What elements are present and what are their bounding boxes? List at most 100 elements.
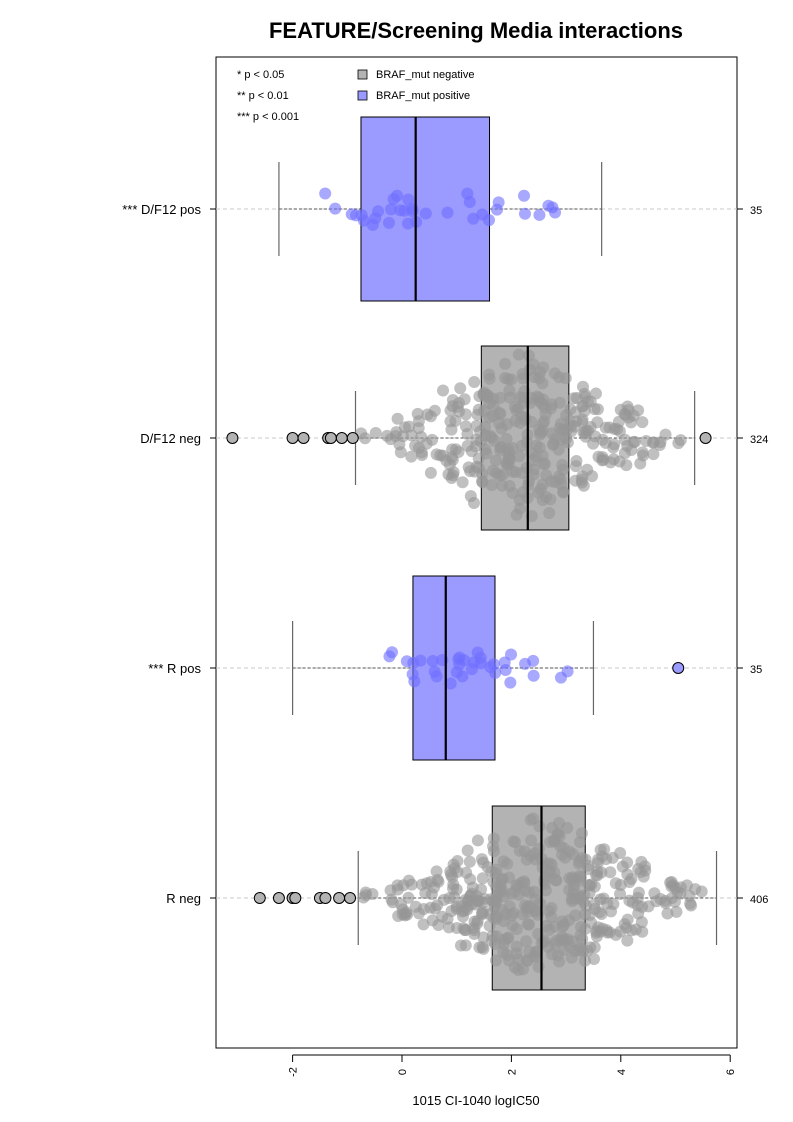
x-tick-label: 6 <box>725 1069 737 1075</box>
data-point <box>471 834 484 847</box>
data-point <box>537 457 550 470</box>
data-point <box>546 821 559 834</box>
data-point <box>386 646 399 659</box>
data-point <box>467 496 480 509</box>
data-point <box>476 476 489 489</box>
data-point <box>382 216 395 229</box>
data-point <box>490 954 503 967</box>
x-axis-label: 1015 CI-1040 logIC50 <box>412 1093 539 1108</box>
data-point <box>450 883 463 896</box>
outlier-point <box>672 662 685 674</box>
axes: *** D/F12 pos 35 D/F12 neg 324 *** R pos 35 R … <box>122 202 768 1077</box>
data-point <box>586 470 599 483</box>
data-point <box>582 863 595 876</box>
data-point <box>532 960 545 973</box>
data-point <box>622 411 635 424</box>
data-point <box>525 834 538 847</box>
data-point <box>493 469 506 482</box>
data-point <box>632 907 645 920</box>
data-point <box>583 886 596 899</box>
data-point <box>520 902 533 915</box>
data-point <box>594 843 607 856</box>
data-point <box>609 877 622 890</box>
significance-legend-entry: * p < 0.05 <box>237 69 284 81</box>
outlier-point <box>346 432 359 444</box>
data-point <box>554 840 567 853</box>
data-point <box>391 189 404 202</box>
group-count: 35 <box>750 664 762 676</box>
outlier-point <box>253 892 266 904</box>
x-tick-label: 0 <box>397 1069 409 1075</box>
data-point <box>444 677 457 690</box>
data-point <box>566 935 579 948</box>
data-point <box>463 196 476 209</box>
data-point <box>502 931 515 944</box>
data-point <box>595 866 608 879</box>
legend-entry: BRAF_mut negative <box>376 69 474 81</box>
data-point <box>460 866 473 879</box>
data-point <box>565 951 578 964</box>
data-point <box>542 199 555 212</box>
data-point <box>518 207 531 220</box>
data-point <box>501 418 514 431</box>
data-point <box>319 187 332 200</box>
data-point <box>599 436 612 449</box>
data-point <box>345 208 358 221</box>
data-point <box>569 406 582 419</box>
outlier-point <box>272 892 285 904</box>
data-point <box>459 939 472 952</box>
data-point <box>478 386 491 399</box>
data-point <box>589 387 602 400</box>
data-point <box>570 415 583 428</box>
data-point <box>537 361 550 374</box>
data-point <box>559 372 572 385</box>
data-point <box>494 441 507 454</box>
data-point <box>372 205 385 218</box>
data-point <box>458 393 471 406</box>
data-point <box>596 451 609 464</box>
data-point <box>415 430 428 443</box>
data-point <box>493 406 506 419</box>
data-point <box>626 896 639 909</box>
grid-lines <box>216 208 737 899</box>
data-point <box>546 948 559 961</box>
data-point <box>508 400 521 413</box>
data-point <box>501 857 514 870</box>
data-point <box>636 925 649 938</box>
data-point <box>506 919 519 932</box>
data-point <box>467 212 480 225</box>
data-point <box>588 941 601 954</box>
x-tick-label: 2 <box>506 1069 518 1075</box>
data-point <box>520 954 533 967</box>
data-point <box>573 836 586 849</box>
data-point <box>533 372 546 385</box>
data-point <box>454 382 467 395</box>
data-point <box>408 675 421 688</box>
data-point <box>664 876 677 889</box>
data-point <box>412 907 425 920</box>
data-point <box>329 202 342 215</box>
data-point <box>504 676 517 689</box>
data-point <box>505 648 518 661</box>
data-point <box>521 918 534 931</box>
data-point <box>416 448 429 461</box>
group-label: *** R pos <box>148 661 201 676</box>
data-point <box>502 871 515 884</box>
data-point <box>465 663 478 676</box>
data-point <box>603 421 616 434</box>
data-point <box>443 892 456 905</box>
data-point <box>661 907 674 920</box>
data-point <box>450 902 463 915</box>
legend-swatch <box>357 69 368 80</box>
data-point <box>545 902 558 915</box>
data-point <box>441 206 454 219</box>
data-point <box>471 895 484 908</box>
data-point <box>366 887 379 900</box>
significance-legend-entry: ** p < 0.01 <box>237 90 289 102</box>
outlier-point <box>286 432 299 444</box>
data-point <box>569 460 582 473</box>
outlier-point <box>699 432 712 444</box>
data-point <box>402 891 415 904</box>
data-point <box>504 391 517 404</box>
data-point <box>445 471 458 484</box>
